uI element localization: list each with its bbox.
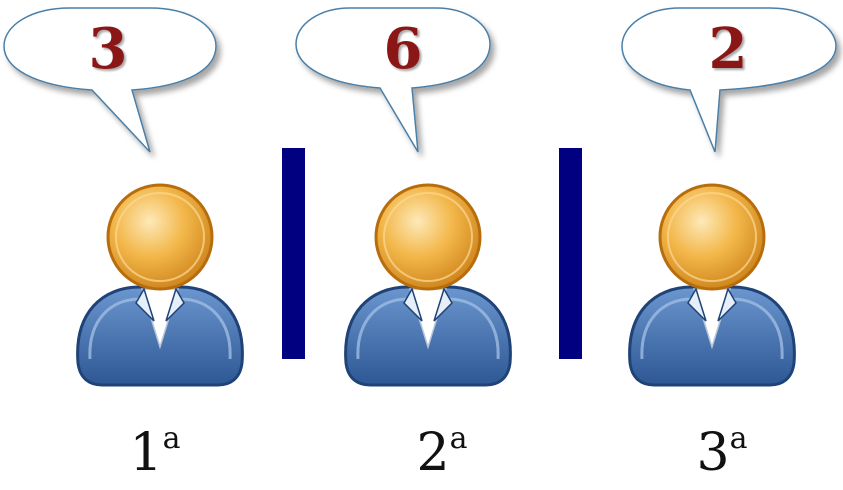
speech-bubble-2: [295, 7, 491, 153]
bubble-number-3: 2: [709, 16, 748, 82]
divider-2: [559, 148, 582, 359]
speech-bubble-1: [3, 7, 217, 153]
user-icon: [344, 183, 512, 387]
person-label-3: 3a: [697, 421, 748, 483]
divider-1: [282, 148, 305, 359]
person-group-3: 2 3a: [621, 7, 837, 483]
person-label-2: 2a: [417, 421, 468, 483]
user-icon: [76, 183, 244, 387]
bubble-number-1: 3: [89, 16, 128, 82]
speech-bubble-3: [621, 7, 837, 153]
user-icon: [628, 183, 796, 387]
bubble-number-2: 6: [384, 16, 423, 82]
person-group-2: 6 2a: [295, 7, 512, 483]
person-group-1: 3 1a: [3, 7, 244, 483]
person-label-1: 1a: [130, 421, 181, 483]
